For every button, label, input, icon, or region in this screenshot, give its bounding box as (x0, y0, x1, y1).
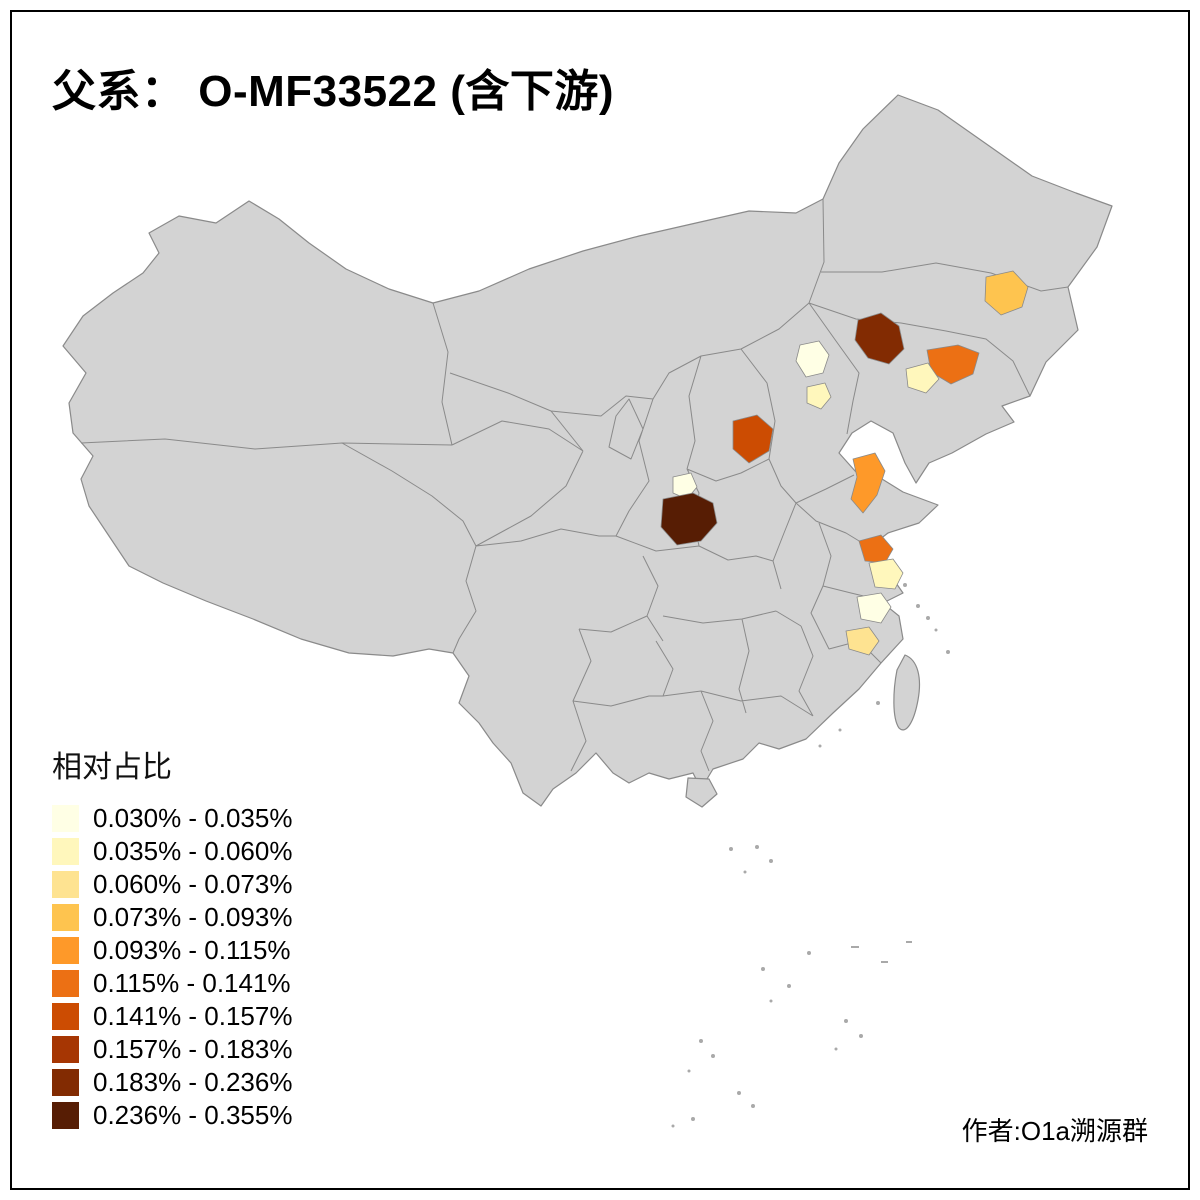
legend-label: 0.030% - 0.035% (93, 803, 293, 833)
map-region-zhejiang-mid (856, 592, 892, 624)
legend-swatch (52, 1069, 79, 1096)
legend-swatch (52, 1036, 79, 1063)
legend-item: 0.157% - 0.183% (52, 1033, 292, 1066)
legend-label: 0.141% - 0.157% (93, 1001, 293, 1031)
legend-item: 0.141% - 0.157% (52, 1000, 292, 1033)
taiwan-island (893, 654, 921, 731)
legend-label: 0.236% - 0.355% (93, 1100, 293, 1130)
legend-swatch (52, 1003, 79, 1030)
map-region-shanxi-south (732, 414, 774, 464)
map-region-shanghai-adjacent (858, 534, 894, 564)
map-region-shaanxi-central (660, 492, 718, 546)
legend-swatch (52, 838, 79, 865)
legend-swatch (52, 871, 79, 898)
legend-swatch (52, 904, 79, 931)
map-region-beijing (795, 340, 830, 378)
legend-item: 0.060% - 0.073% (52, 868, 292, 901)
map-region-liaoning-bay (905, 362, 940, 394)
figure-frame (10, 10, 1190, 1190)
map-region-liaoning-west (854, 312, 905, 365)
legend-title: 相对占比 (52, 751, 172, 784)
legend-label: 0.093% - 0.115% (93, 935, 291, 965)
map-region-zhejiang-north (868, 558, 904, 590)
legend-label: 0.060% - 0.073% (93, 869, 293, 899)
chart-title: 父系： O-MF33522 (含下游) (52, 67, 615, 116)
map-region-jilin-central (984, 270, 1029, 316)
legend-item: 0.035% - 0.060% (52, 835, 292, 868)
legend-item: 0.183% - 0.236% (52, 1066, 292, 1099)
map-region-fujian-coastal (845, 626, 880, 656)
legend-item: 0.093% - 0.115% (52, 934, 292, 967)
map-region-jiangsu-central (850, 452, 886, 514)
legend-label: 0.115% - 0.141% (93, 968, 291, 998)
legend-item: 0.073% - 0.093% (52, 901, 292, 934)
legend-items: 0.030% - 0.035% 0.035% - 0.060% 0.060% -… (52, 802, 292, 1132)
legend: 相对占比 0.030% - 0.035% 0.035% - 0.060% 0.0… (52, 742, 292, 1132)
map-region-hebei-central (806, 382, 832, 410)
legend-label: 0.157% - 0.183% (93, 1034, 293, 1064)
legend-label: 0.035% - 0.060% (93, 836, 293, 866)
author-credit: 作者:O1a溯源群 (961, 1116, 1148, 1146)
legend-swatch (52, 805, 79, 832)
china-mainland (62, 94, 1113, 807)
legend-swatch (52, 937, 79, 964)
legend-item: 0.236% - 0.355% (52, 1099, 292, 1132)
legend-label: 0.073% - 0.093% (93, 902, 293, 932)
legend-swatch (52, 1102, 79, 1129)
offshore-islands (671, 583, 950, 1128)
legend-swatch (52, 970, 79, 997)
legend-label: 0.183% - 0.236% (93, 1067, 293, 1097)
legend-item: 0.115% - 0.141% (52, 967, 292, 1000)
hainan-island (685, 777, 718, 808)
legend-item: 0.030% - 0.035% (52, 802, 292, 835)
